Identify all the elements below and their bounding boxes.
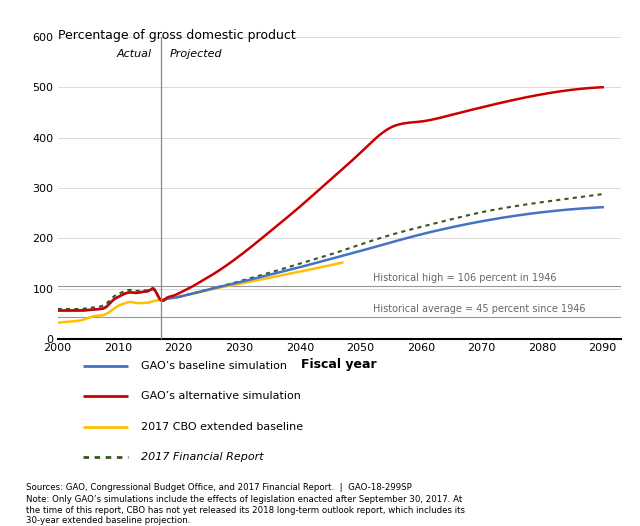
Text: Projected: Projected [170,49,222,59]
Text: Actual: Actual [116,49,152,59]
Text: Sources: GAO, Congressional Budget Office, and 2017 Financial Report.  |  GAO-18: Sources: GAO, Congressional Budget Offic… [26,483,412,492]
Text: Historical average = 45 percent since 1946: Historical average = 45 percent since 19… [372,304,585,313]
X-axis label: Fiscal year: Fiscal year [301,358,377,371]
Text: Note: Only GAO’s simulations include the effects of legislation enacted after Se: Note: Only GAO’s simulations include the… [26,495,465,525]
Text: GAO’s alternative simulation: GAO’s alternative simulation [141,391,301,401]
Text: 2017 CBO extended baseline: 2017 CBO extended baseline [141,421,303,432]
Text: 2017 Financial Report: 2017 Financial Report [141,452,264,462]
Text: Percentage of gross domestic product: Percentage of gross domestic product [58,29,295,42]
Text: Historical high = 106 percent in 1946: Historical high = 106 percent in 1946 [372,273,556,283]
Text: GAO’s baseline simulation: GAO’s baseline simulation [141,360,287,371]
